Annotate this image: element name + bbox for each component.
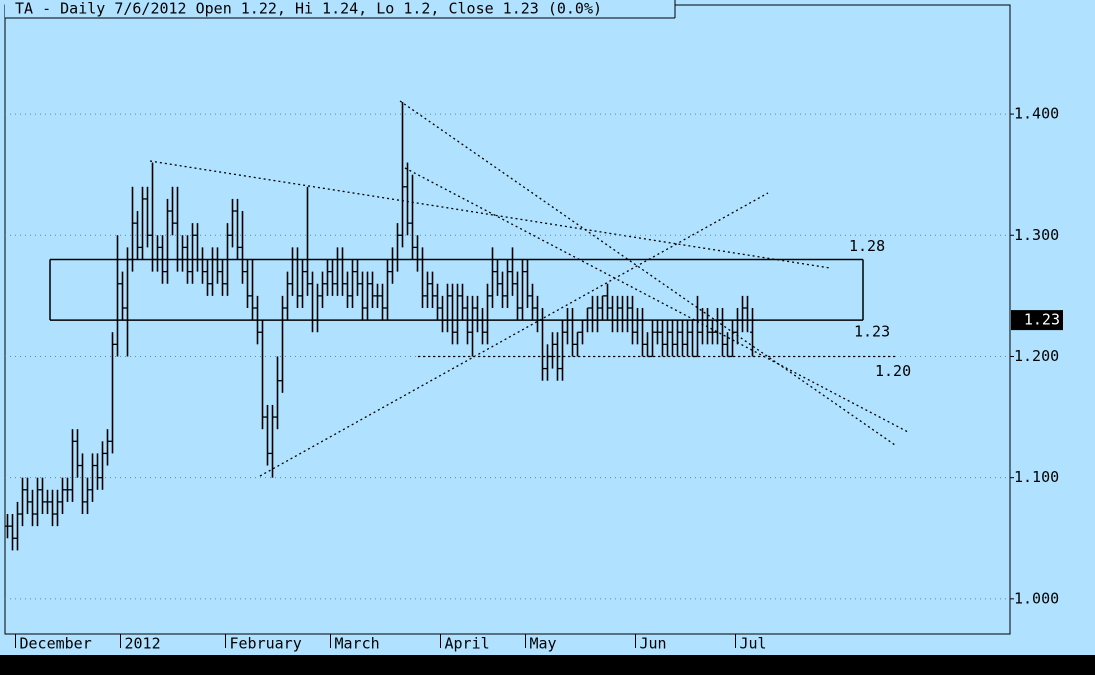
level-label: 1.20	[875, 362, 911, 380]
x-tick-label: 2012	[125, 635, 161, 653]
y-tick-label: 1.400	[1014, 105, 1059, 123]
trend-line	[399, 100, 896, 446]
last-price-label: 1.23	[1024, 311, 1060, 329]
chart-title: TA - Daily 7/6/2012 Open 1.22, Hi 1.24, …	[15, 0, 602, 18]
y-tick-label: 1.100	[1014, 468, 1059, 486]
title-background	[5, 0, 675, 18]
level-label: 1.28	[849, 237, 885, 255]
last-price-box	[1011, 310, 1063, 331]
y-tick-label: 1.000	[1014, 589, 1059, 607]
y-tick-label: 1.200	[1014, 347, 1059, 365]
level-label: 1.23	[854, 323, 890, 341]
y-tick-label: 1.300	[1014, 226, 1059, 244]
trend-lines	[149, 100, 909, 477]
x-tick-label: March	[335, 635, 380, 653]
trend-line	[259, 192, 769, 477]
x-tick-label: Jun	[640, 635, 667, 653]
x-tick-label: April	[445, 635, 490, 653]
background	[0, 0, 1095, 655]
x-tick-label: Jul	[740, 635, 767, 653]
x-tick-label: May	[530, 635, 557, 653]
x-tick-label: February	[230, 635, 302, 653]
x-tick-label: December	[20, 635, 92, 653]
